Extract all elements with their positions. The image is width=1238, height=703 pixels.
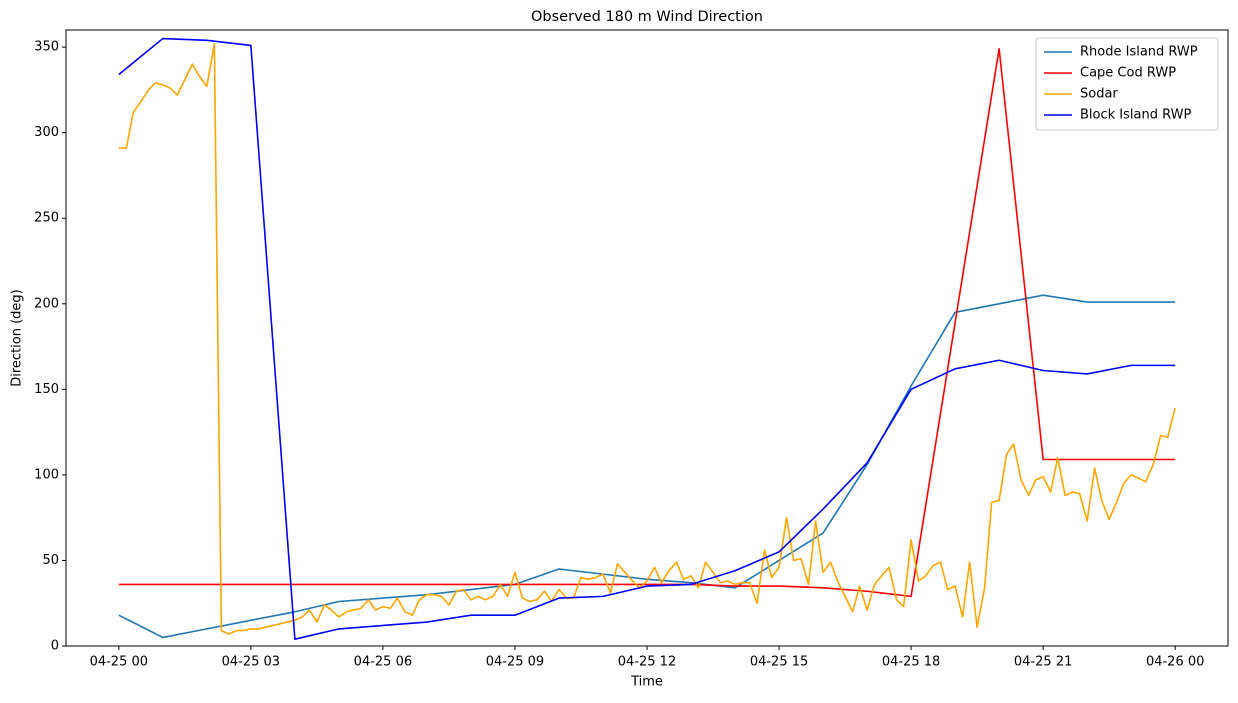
x-tick-label: 04-25 03 [222,655,280,670]
y-axis-label: Direction (deg) [10,289,25,387]
data-line [118,294,1176,639]
x-tick-label: 04-25 15 [750,655,808,670]
x-tick-label: 04-25 09 [486,655,544,670]
data-line [118,37,1176,640]
x-axis-label: Time [630,675,663,690]
y-tick-label: 50 [42,553,59,568]
y-tick-label: 250 [34,211,59,226]
legend-box [1035,37,1219,131]
y-tick-label: 0 [51,639,59,654]
legend-label: Rhode Island RWP [1080,45,1198,60]
x-tick-label: 04-25 00 [90,655,148,670]
x-tick-label: 04-25 21 [1014,655,1072,670]
y-tick-label: 200 [34,296,59,311]
x-tick-label: 04-25 18 [882,655,940,670]
x-tick-label: 04-25 12 [618,655,676,670]
legend-label: Sodar [1080,87,1118,102]
y-tick-label: 350 [34,40,59,55]
y-tick-label: 150 [34,382,59,397]
data-line [118,48,1176,598]
x-tick-label: 04-25 06 [354,655,412,670]
legend-label: Block Island RWP [1080,108,1191,123]
chart-title: Observed 180 m Wind Direction [531,9,763,25]
data-line [118,42,1176,635]
y-tick-label: 300 [34,125,59,140]
legend-label: Cape Cod RWP [1080,66,1176,81]
x-tick-label: 04-26 00 [1146,655,1204,670]
y-tick-label: 100 [34,467,59,482]
